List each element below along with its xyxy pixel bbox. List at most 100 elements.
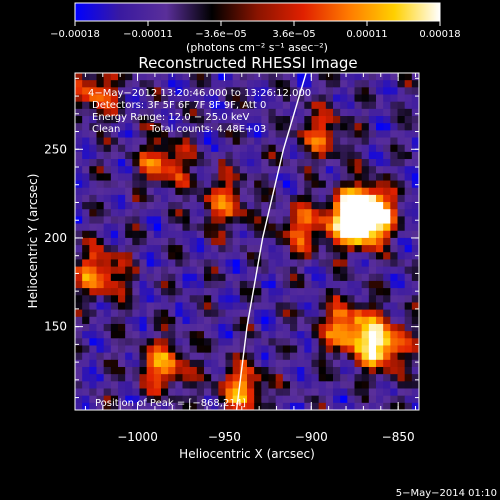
heatmap-cell [161, 266, 169, 275]
heatmap-cell [311, 266, 320, 275]
heatmap-cell [110, 123, 119, 131]
heatmap-cell [103, 374, 112, 382]
heatmap-cell [304, 101, 313, 110]
heatmap-cell [325, 108, 334, 117]
heatmap-cell [368, 252, 377, 261]
heatmap-cell [347, 295, 356, 304]
heatmap-cell [225, 323, 234, 332]
heatmap-cell [153, 173, 162, 182]
heatmap-cell [383, 280, 391, 289]
heatmap-cell [340, 388, 348, 397]
heatmap-cell [397, 237, 406, 246]
heatmap-cell [261, 87, 270, 96]
heatmap-cell [368, 216, 377, 225]
heatmap-cell [204, 173, 212, 182]
heatmap-cell [196, 295, 205, 304]
heatmap-cell [225, 216, 234, 225]
heatmap-cell [304, 144, 313, 153]
heatmap-cell [232, 338, 241, 347]
heatmap-cell [75, 87, 83, 96]
heatmap-cell [247, 259, 255, 268]
heatmap-cell [325, 395, 334, 404]
heatmap-cell [96, 288, 105, 296]
heatmap-cell [89, 345, 98, 354]
heatmap-cell [239, 223, 248, 232]
heatmap-cell [411, 209, 419, 217]
heatmap-cell [103, 345, 112, 354]
heatmap-cell [318, 87, 327, 96]
heatmap-cell [175, 266, 184, 275]
heatmap-cell [204, 166, 212, 174]
colorbar-tick-label: −0.00011 [123, 29, 173, 40]
heatmap-cell [282, 144, 291, 153]
heatmap-cell [232, 273, 241, 282]
heatmap-cell [354, 345, 363, 354]
heatmap-cell [211, 173, 219, 182]
heatmap-cell [290, 245, 298, 253]
heatmap-cell [390, 245, 399, 253]
heatmap-cell [361, 73, 370, 81]
heatmap-cell [261, 116, 270, 124]
heatmap-cell [390, 230, 399, 239]
heatmap-cell [376, 345, 384, 354]
heatmap-cell [239, 309, 248, 318]
heatmap-cell [340, 101, 348, 110]
heatmap-cell [89, 388, 98, 397]
heatmap-cell [347, 202, 356, 210]
heatmap-cell [204, 223, 212, 232]
heatmap-cell [325, 316, 334, 325]
heatmap-cell [325, 173, 334, 182]
heatmap-cell [347, 316, 356, 325]
heatmap-cell [282, 173, 291, 182]
heatmap-cell [168, 302, 176, 311]
heatmap-cell [225, 381, 234, 390]
heatmap-cell [390, 108, 399, 117]
heatmap-cell [168, 359, 176, 368]
heatmap-cell [175, 309, 184, 318]
heatmap-cell [232, 230, 241, 239]
heatmap-cell [390, 94, 399, 103]
heatmap-cell [376, 116, 384, 124]
heatmap-cell [325, 187, 334, 196]
heatmap-cell [383, 259, 391, 268]
heatmap-cell [75, 331, 83, 339]
heatmap-cell [390, 359, 399, 368]
heatmap-cell [347, 130, 356, 139]
heatmap-cell [397, 216, 406, 225]
heatmap-cell [268, 80, 277, 88]
heatmap-cell [118, 280, 126, 289]
heatmap-cell [383, 209, 391, 217]
heatmap-cell [347, 173, 356, 182]
heatmap-cell [103, 237, 112, 246]
heatmap-cell [232, 180, 241, 189]
heatmap-cell [361, 302, 370, 311]
heatmap-cell [218, 130, 227, 139]
heatmap-cell [261, 237, 270, 246]
heatmap-cell [290, 345, 298, 354]
heatmap-cell [239, 87, 248, 96]
heatmap-cell [125, 402, 133, 410]
heatmap-cell [82, 202, 90, 210]
x-tick-label: −950 [208, 430, 241, 444]
heatmap-cell [376, 159, 384, 167]
heatmap-cell [96, 252, 105, 261]
heatmap-cell [153, 374, 162, 382]
heatmap-cell [297, 345, 305, 354]
heatmap-cell [340, 173, 348, 182]
heatmap-cell [282, 338, 291, 347]
heatmap-cell [175, 166, 184, 174]
heatmap-cell [146, 108, 155, 117]
heatmap-cell [261, 173, 270, 182]
heatmap-cell [89, 137, 98, 146]
heatmap-cell [96, 345, 105, 354]
heatmap-cell [318, 395, 327, 404]
heatmap-cell [397, 331, 406, 339]
heatmap-cell [361, 108, 370, 117]
heatmap-cell [232, 151, 241, 160]
heatmap-cell [311, 402, 320, 410]
heatmap-cell [96, 180, 105, 189]
heatmap-cell [340, 209, 348, 217]
heatmap-cell [146, 73, 155, 81]
heatmap-cell [211, 266, 219, 275]
heatmap-cell [211, 359, 219, 368]
